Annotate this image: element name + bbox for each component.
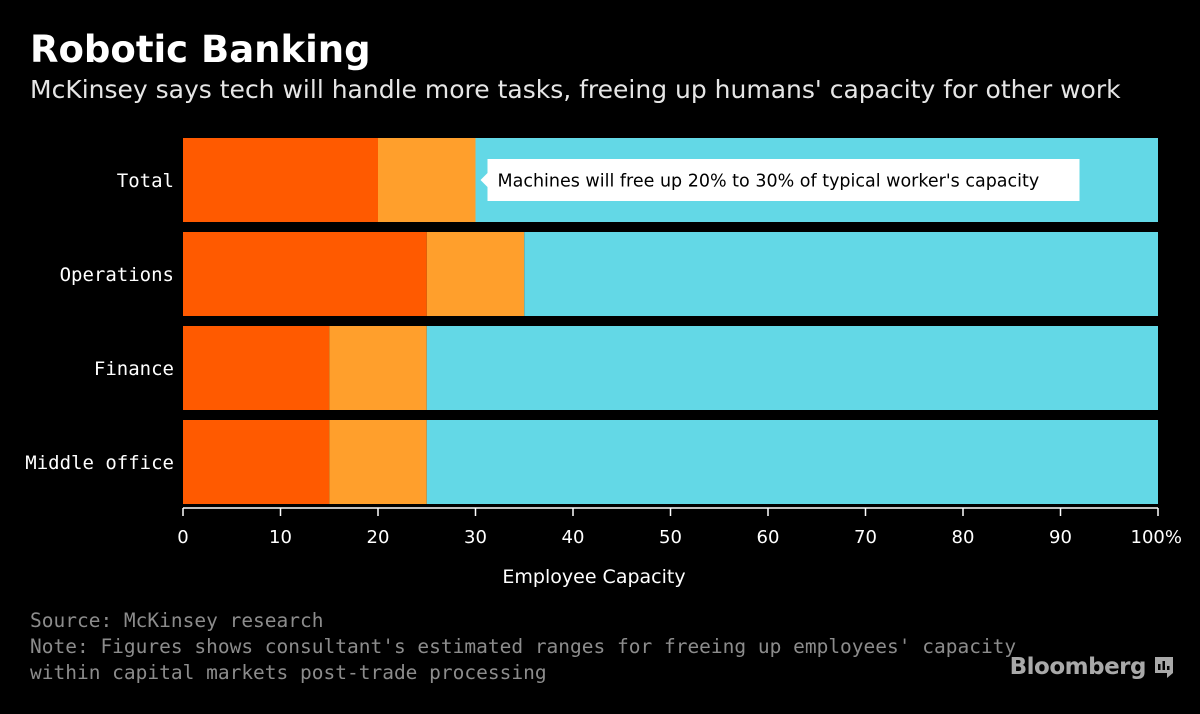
x-tick-label: 20 (367, 527, 390, 548)
x-axis-title: Employee Capacity (502, 566, 685, 588)
category-label: Finance (94, 358, 174, 380)
annotation-callout-box (480, 159, 1080, 201)
source-note: Source: McKinsey research (30, 609, 324, 632)
x-tick-label: 50 (659, 527, 682, 548)
x-tick-label: 60 (757, 527, 780, 548)
bar-segment (426, 326, 1158, 410)
stacked-bar-chart: Total Operations Finance Middle office 0 10 20… (25, 138, 1182, 588)
bar-segment (524, 232, 1158, 316)
x-tick-label: 10 (269, 527, 292, 548)
bloomberg-logo: Bloomberg (1010, 654, 1174, 680)
category-label: Middle office (25, 452, 174, 474)
bar-segment (183, 138, 378, 222)
bar-segment (183, 326, 330, 410)
x-tick-label: 90 (1049, 527, 1072, 548)
bar-segment (183, 420, 330, 504)
bar-segment (426, 420, 1158, 504)
x-tick-label: 100% (1131, 527, 1182, 548)
bar-segment (329, 420, 427, 504)
x-tick-label: 0 (177, 527, 188, 548)
annotation-text: Machines will free up 20% to 30% of typi… (498, 172, 1040, 192)
category-label: Total (117, 170, 174, 192)
chart-footer: Source: McKinsey research Note: Figures … (30, 608, 1016, 686)
x-tick-label: 80 (952, 527, 975, 548)
bar-segment (378, 138, 476, 222)
x-tick-label: 30 (464, 527, 487, 548)
logo-text: Bloomberg (1009, 654, 1147, 680)
category-label: Operations (60, 264, 174, 286)
chart-subtitle: McKinsey says tech will handle more task… (30, 75, 1121, 104)
bloomberg-terminal-icon (1155, 657, 1173, 678)
bar-segment (329, 326, 427, 410)
methodology-note-line-2: within capital markets post-trade proces… (30, 661, 547, 684)
methodology-note-line-1: Note: Figures shows consultant's estimat… (30, 635, 1017, 658)
bar-segment (183, 232, 427, 316)
x-tick-label: 40 (562, 527, 585, 548)
chart-title: Robotic Banking (30, 28, 371, 71)
x-tick-label: 70 (854, 527, 877, 548)
bar-segment (426, 232, 525, 316)
